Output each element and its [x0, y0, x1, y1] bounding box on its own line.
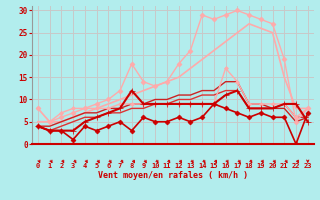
X-axis label: Vent moyen/en rafales ( km/h ): Vent moyen/en rafales ( km/h ) — [98, 171, 248, 180]
